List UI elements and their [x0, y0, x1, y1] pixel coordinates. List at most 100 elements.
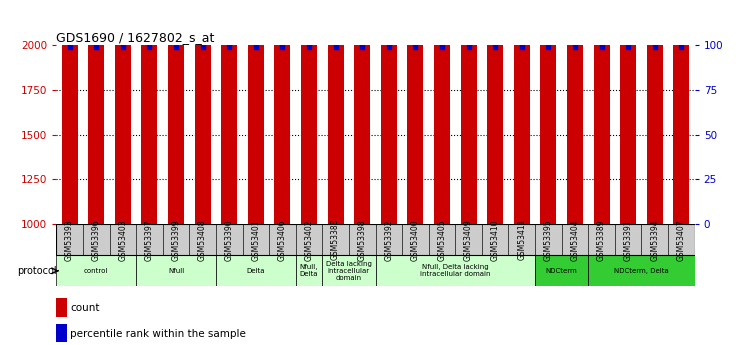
Text: GSM53407: GSM53407 — [677, 219, 686, 260]
Point — [117, 44, 129, 49]
Bar — [567, 0, 583, 224]
Bar — [455, 224, 482, 255]
Bar — [408, 0, 424, 224]
Point — [542, 44, 554, 49]
Bar — [296, 224, 322, 255]
Text: GSM53410: GSM53410 — [490, 219, 499, 260]
Bar — [274, 0, 291, 224]
Text: GSM53391: GSM53391 — [623, 219, 632, 260]
Bar — [322, 255, 376, 286]
Text: GSM53389: GSM53389 — [597, 219, 606, 260]
Text: Delta lacking
intracellular
domain: Delta lacking intracellular domain — [326, 261, 372, 281]
Text: GSM53395: GSM53395 — [544, 219, 553, 260]
Bar — [301, 25, 317, 224]
Point — [409, 44, 421, 49]
Bar — [376, 255, 535, 286]
Bar — [620, 0, 636, 224]
Point — [569, 44, 581, 49]
Text: GSM53400: GSM53400 — [411, 219, 420, 260]
Bar — [482, 224, 508, 255]
Point — [143, 44, 155, 49]
Bar — [593, 20, 610, 224]
Bar — [487, 0, 503, 224]
Point — [356, 44, 368, 49]
Bar — [615, 224, 641, 255]
Bar — [56, 224, 83, 255]
Text: Nfull,
Delta: Nfull, Delta — [300, 264, 318, 277]
Bar — [434, 12, 450, 224]
Bar — [429, 224, 455, 255]
Text: GSM53399: GSM53399 — [171, 219, 180, 260]
Bar — [508, 224, 535, 255]
Point — [330, 44, 342, 49]
Bar — [89, 0, 104, 224]
Bar — [222, 9, 237, 224]
Text: GSM53405: GSM53405 — [438, 219, 447, 260]
Point — [170, 44, 182, 49]
Bar — [647, 6, 663, 224]
Bar — [195, 29, 210, 224]
Bar — [141, 0, 158, 224]
Text: GSM53397: GSM53397 — [145, 219, 154, 260]
Bar — [354, 0, 370, 224]
Bar — [168, 15, 184, 224]
Bar — [216, 255, 296, 286]
Text: GSM53398: GSM53398 — [357, 219, 366, 260]
Bar — [110, 224, 136, 255]
Bar — [62, 23, 77, 224]
Point — [303, 44, 315, 49]
Text: GSM53408: GSM53408 — [198, 219, 207, 260]
Text: GSM53402: GSM53402 — [304, 219, 313, 260]
Text: GSM53390: GSM53390 — [225, 219, 234, 260]
Text: Nfull: Nfull — [168, 268, 184, 274]
Bar — [541, 0, 556, 224]
Bar — [163, 224, 189, 255]
Point — [516, 44, 528, 49]
Text: GSM53406: GSM53406 — [278, 219, 287, 260]
Bar — [322, 224, 349, 255]
Bar — [83, 224, 110, 255]
Point — [596, 44, 608, 49]
Bar — [641, 224, 668, 255]
Bar — [460, 0, 477, 224]
Bar — [136, 224, 163, 255]
Text: protocol: protocol — [17, 266, 56, 276]
Text: GSM53392: GSM53392 — [385, 219, 394, 260]
Bar — [115, 25, 131, 224]
Text: GDS1690 / 1627802_s_at: GDS1690 / 1627802_s_at — [56, 31, 215, 44]
Text: NDCterm, Delta: NDCterm, Delta — [614, 268, 669, 274]
Bar — [349, 224, 376, 255]
Bar — [269, 224, 296, 255]
Text: GSM53401: GSM53401 — [252, 219, 261, 260]
Text: count: count — [71, 303, 100, 313]
Text: Nfull, Delta lacking
intracellular domain: Nfull, Delta lacking intracellular domai… — [420, 264, 490, 277]
Bar — [189, 224, 216, 255]
Bar — [402, 224, 429, 255]
Point — [489, 44, 501, 49]
Bar — [216, 224, 243, 255]
Text: GSM53394: GSM53394 — [650, 219, 659, 260]
Bar — [376, 224, 402, 255]
Bar — [56, 298, 67, 317]
Text: GSM53388: GSM53388 — [331, 219, 340, 260]
Bar — [56, 224, 695, 255]
Point — [383, 44, 395, 49]
Text: GSM53403: GSM53403 — [119, 219, 128, 260]
Bar — [381, 0, 397, 224]
Bar — [535, 224, 562, 255]
Point — [436, 44, 448, 49]
Bar — [535, 255, 588, 286]
Bar — [56, 324, 67, 342]
Point — [675, 44, 687, 49]
Text: GSM53393: GSM53393 — [65, 219, 74, 260]
Text: GSM53409: GSM53409 — [464, 219, 473, 260]
Point — [197, 44, 209, 49]
Text: Delta: Delta — [246, 268, 265, 274]
Text: GSM53411: GSM53411 — [517, 219, 526, 260]
Bar — [674, 0, 689, 224]
Point — [90, 44, 102, 49]
Point — [649, 44, 661, 49]
Bar — [296, 255, 322, 286]
Text: GSM53396: GSM53396 — [92, 219, 101, 260]
Point — [276, 44, 288, 49]
